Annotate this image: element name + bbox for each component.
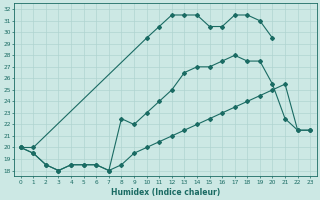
X-axis label: Humidex (Indice chaleur): Humidex (Indice chaleur) [111,188,220,197]
